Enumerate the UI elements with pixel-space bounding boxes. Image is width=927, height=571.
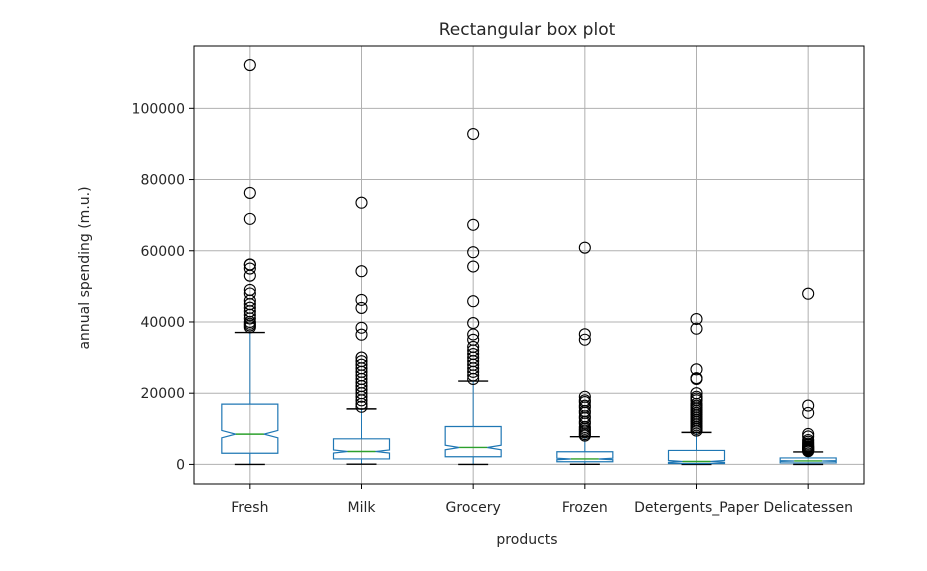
x-tick-label: Milk <box>348 500 377 516</box>
outlier-point <box>355 301 368 314</box>
plot-area: 0 20000 40000 60000 80000 100000 Fresh Milk Groc… <box>132 45 865 516</box>
outlier-point <box>802 406 815 419</box>
x-axis-label: products <box>496 532 557 548</box>
outlier-point <box>243 186 256 199</box>
chart-title: Rectangular box plot <box>439 20 616 40</box>
outlier-point <box>578 333 591 346</box>
outlier-point <box>467 246 480 259</box>
y-tick-label: 40000 <box>140 315 185 331</box>
outlier-point <box>355 265 368 278</box>
outlier-point <box>243 269 256 282</box>
y-tick-label: 60000 <box>140 244 185 260</box>
outlier-point <box>355 321 368 334</box>
x-tick-label: Fresh <box>231 500 268 516</box>
outlier-point <box>578 241 591 254</box>
x-tick-label: Frozen <box>562 500 608 516</box>
x-tick-label: Detergents_Paper <box>634 500 759 516</box>
outlier-point <box>802 287 815 300</box>
box-milk <box>332 438 391 460</box>
axes-frame <box>193 45 865 485</box>
outlier-point <box>467 328 480 341</box>
outlier-point <box>355 397 368 410</box>
outlier-point <box>243 212 256 225</box>
box-detergents-paper <box>667 449 726 465</box>
outlier-point <box>802 399 815 412</box>
x-tick-label: Delicatessen <box>763 500 853 516</box>
outlier-point <box>690 372 703 386</box>
outlier-point <box>802 445 815 458</box>
outlier-point <box>578 328 591 341</box>
box-fresh <box>221 403 279 454</box>
outlier-point <box>467 365 480 378</box>
x-tick-label: Grocery <box>446 500 501 516</box>
outlier-point <box>243 321 256 334</box>
outlier-point <box>355 400 368 413</box>
outlier-point <box>355 328 368 341</box>
outlier-point <box>467 295 480 308</box>
y-tick-label: 100000 <box>132 101 185 117</box>
outlier-point <box>578 429 591 442</box>
y-tick-label: 80000 <box>140 173 185 189</box>
plot-background <box>194 46 864 484</box>
outlier-point <box>243 312 256 325</box>
outlier-point <box>690 322 703 335</box>
box-frozen <box>556 451 614 463</box>
outlier-point <box>690 424 703 437</box>
outlier-point <box>355 293 368 306</box>
outlier-point <box>467 127 480 141</box>
outlier-point <box>467 372 480 386</box>
y-tick-label: 0 <box>176 457 185 473</box>
outlier-point <box>690 363 703 376</box>
outlier-point <box>355 394 368 407</box>
outlier-point <box>467 260 480 273</box>
outlier-point <box>355 390 368 403</box>
outlier-point <box>355 196 368 209</box>
outlier-point <box>243 58 256 72</box>
outlier-point <box>467 218 480 231</box>
y-tick-label: 20000 <box>140 386 185 402</box>
box-delicatessen <box>779 457 837 464</box>
outlier-point <box>243 262 256 275</box>
y-axis-label: annual spending (m.u.) <box>77 186 93 349</box>
outlier-point <box>467 369 480 382</box>
box-grocery <box>444 425 502 458</box>
outlier-point <box>690 312 703 326</box>
